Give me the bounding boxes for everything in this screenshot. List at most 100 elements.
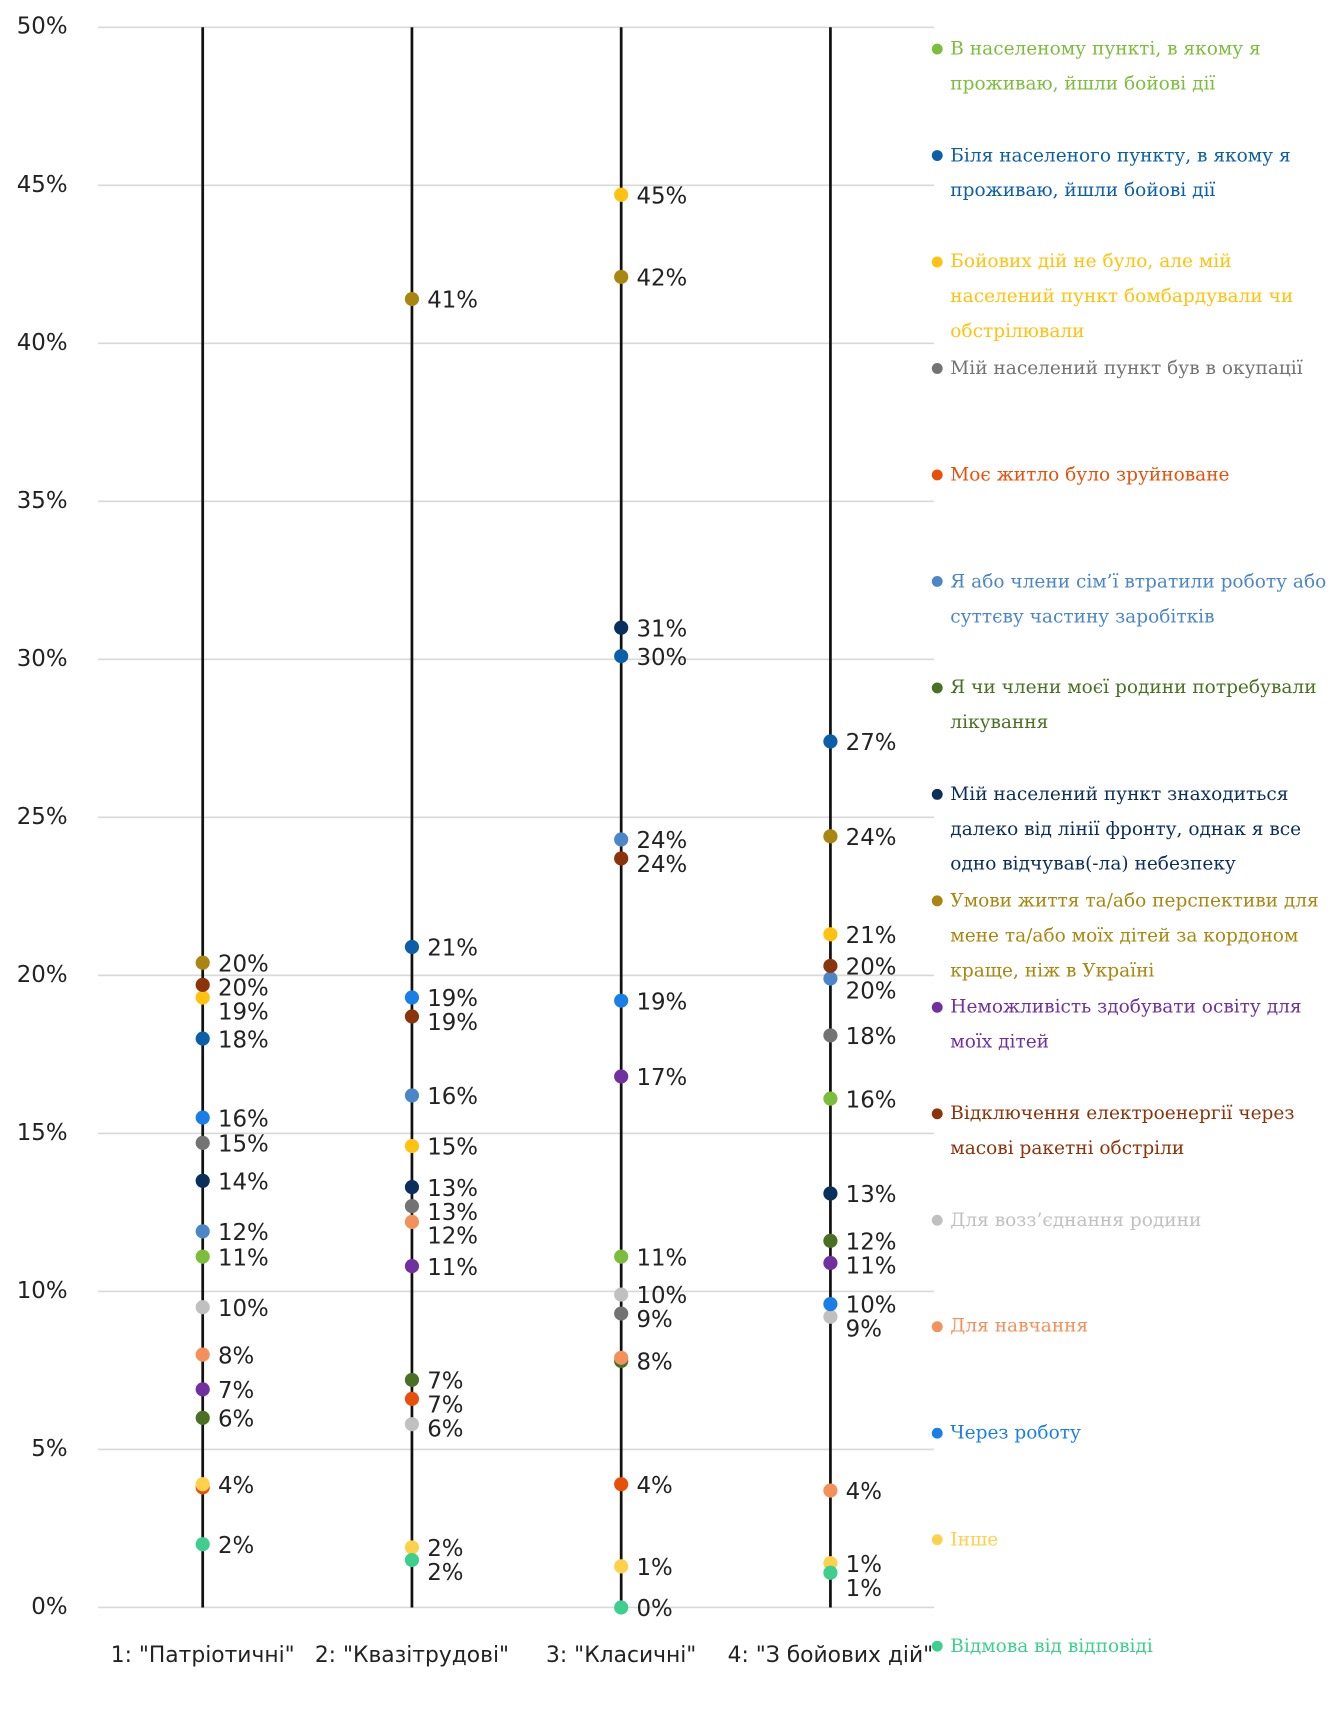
dot [195,1410,210,1425]
data-label: 30% [636,645,687,671]
data-label: 15% [427,1135,478,1161]
legend-item-box: Я чи члени моєї родини потребували лікув… [950,676,1317,734]
data-label: 8% [218,1343,254,1369]
dot [404,1372,420,1387]
dot [404,1199,420,1214]
y-tick-label: 15% [17,1120,68,1146]
dot [823,1483,838,1498]
data-label: 8% [636,1350,672,1376]
x-tick-label: 4: "З бойових дій" [727,1641,934,1668]
dot [195,1537,210,1552]
data-label: 4% [636,1473,672,1499]
dot [404,1214,420,1229]
dot [823,1565,838,1580]
data-label: 9% [846,1317,882,1343]
data-label: 6% [218,1407,254,1433]
data-label: 20% [218,951,269,977]
legend-marker [931,1640,943,1652]
legend-label: Мій населений пункт був в окупації [950,357,1303,380]
dot [195,1031,210,1046]
dot [195,1135,210,1150]
dot [614,1600,629,1615]
y-tick-label: 5% [31,1436,67,1462]
x-tick-label-box: 1: "Патріотичні" [110,1641,295,1668]
data-label: 4% [846,1479,882,1505]
y-tick-label: 40% [17,330,68,356]
legend-marker [931,682,943,694]
data-label: 12% [218,1220,269,1246]
legend-item-box: Мій населений пункт знаходиться далеко в… [950,783,1302,875]
data-label: 19% [427,986,478,1012]
data-label: 11% [846,1254,897,1280]
legend-item-box: Бойових дій не було, але мій населений п… [950,251,1294,343]
legend-item-box: Біля населеного пункту, в якому я прожив… [950,145,1290,202]
legend-label: Неможливість здобувати освіту для моїх д… [950,996,1302,1054]
dot [195,977,210,992]
data-label: 17% [636,1065,687,1091]
data-label: 16% [846,1087,897,1113]
legend-label: Бойових дій не було, але мій населений п… [950,251,1294,343]
dot [195,1249,210,1264]
dot [614,1477,629,1492]
y-tick-label: 50% [17,14,68,40]
data-label: 13% [427,1200,478,1226]
legend-marker [931,469,943,481]
dot [614,187,629,202]
data-label: 12% [846,1230,897,1256]
data-label: 27% [846,730,897,756]
dot [195,1347,210,1362]
x-tick-label: 1: "Патріотичні" [110,1641,295,1668]
y-tick-label: 45% [17,172,68,198]
dot [614,1069,629,1084]
dot [404,1391,420,1406]
data-label: 7% [218,1378,254,1404]
legend-item-box: Через роботу [950,1422,1081,1444]
legend-label: Для навчання [950,1315,1089,1338]
legend-marker [931,150,943,161]
dot [195,1477,210,1492]
legend-marker [931,788,943,800]
dot [614,1559,629,1574]
dot [823,829,838,844]
data-label: 41% [427,288,478,314]
dot [614,620,629,635]
data-label: 21% [427,936,478,962]
y-tick-label: 35% [17,488,68,514]
data-label: 1% [846,1576,882,1602]
dot [195,1224,210,1239]
y-tick-label: 0% [31,1594,67,1620]
data-label: 19% [636,989,687,1015]
legend-label: Інше [950,1528,999,1551]
y-tick-label: 10% [17,1278,68,1304]
dot [195,955,210,970]
dot [614,649,629,664]
dot [404,1259,420,1274]
dot [823,971,838,986]
data-label: 1% [636,1555,672,1581]
data-label: 24% [636,852,687,878]
data-label: 21% [846,923,897,949]
data-label: 10% [636,1283,687,1309]
legend-label: Мій населений пункт знаходиться далеко в… [950,783,1302,875]
dot [195,1173,210,1188]
data-label: 18% [218,1027,269,1053]
dot [614,1249,629,1264]
legend-label: Умови життя та/або перспективи для мене … [950,889,1319,982]
legend-marker [931,1001,943,1013]
dot [823,734,838,749]
legend-item-box: Інше [950,1528,999,1551]
dot [404,1540,420,1555]
legend-label: Я чи члени моєї родини потребували лікув… [950,676,1317,734]
legend-marker [931,363,943,374]
y-tick-label: 20% [17,962,68,988]
x-tick-label-box: 4: "З бойових дій" [727,1641,934,1668]
dot [823,958,838,973]
dot [404,990,420,1005]
data-label: 19% [218,999,269,1025]
y-tick-label: 25% [17,804,68,830]
data-label: 16% [427,1084,478,1110]
data-label: 13% [846,1182,897,1208]
dot [823,1233,838,1248]
